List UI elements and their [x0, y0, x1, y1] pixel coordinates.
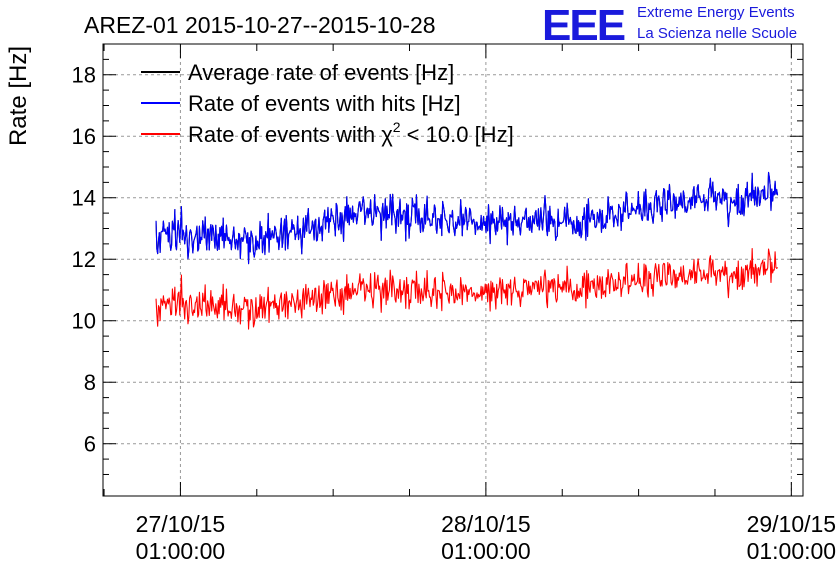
y-tick-label: 14 — [72, 186, 96, 211]
grid — [103, 44, 803, 496]
legend-label-1: Average rate of events [Hz] — [188, 60, 454, 85]
chart-title: AREZ-01 2015-10-27--2015-10-28 — [84, 12, 436, 38]
y-tick-label: 12 — [72, 247, 96, 272]
y-tick-label: 16 — [72, 124, 96, 149]
legend: Average rate of events [Hz] Rate of event… — [141, 60, 514, 147]
logo-line-1: Extreme Energy Events — [637, 4, 795, 21]
x-tick-date-label: 29/10/15 — [747, 511, 836, 537]
logo-mark: EEE — [542, 1, 625, 50]
axes: 68101214161827/10/1501:00:0028/10/1501:0… — [72, 43, 836, 564]
y-tick-label: 6 — [84, 432, 96, 457]
logo-line-2: La Scienza nelle Scuole — [637, 25, 797, 42]
y-axis-label: Rate [Hz] — [5, 46, 32, 146]
legend-label-3: Rate of events with χ2 < 10.0 [Hz] — [188, 119, 514, 147]
y-tick-label: 8 — [84, 370, 96, 395]
series-line-2 — [155, 171, 779, 265]
y-tick-label: 10 — [72, 309, 96, 334]
x-tick-time-label: 01:00:00 — [747, 538, 836, 564]
legend-label-2: Rate of events with hits [Hz] — [188, 91, 461, 116]
plot-frame — [102, 43, 804, 497]
series-line-3 — [155, 248, 778, 330]
eee-logo: EEE Extreme Energy Events La Scienza nel… — [542, 1, 797, 50]
x-tick-time-label: 01:00:00 — [441, 538, 531, 564]
y-tick-label: 18 — [72, 63, 96, 88]
x-tick-time-label: 01:00:00 — [136, 538, 226, 564]
x-tick-date-label: 28/10/15 — [441, 511, 531, 537]
x-tick-date-label: 27/10/15 — [136, 511, 226, 537]
series-layer — [155, 171, 779, 330]
